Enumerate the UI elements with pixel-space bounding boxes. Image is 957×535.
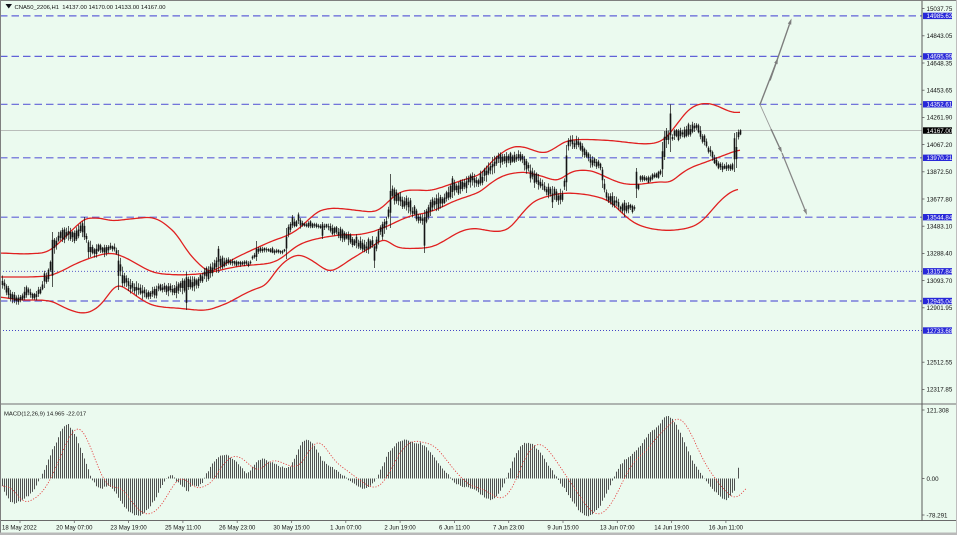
svg-text:2 Jun 19:00: 2 Jun 19:00 <box>384 526 416 532</box>
svg-text:16 Jun 11:00: 16 Jun 11:00 <box>709 526 744 532</box>
svg-text:14843.05: 14843.05 <box>927 33 953 40</box>
svg-text:14648.35: 14648.35 <box>927 60 953 67</box>
svg-text:13483.10: 13483.10 <box>927 224 953 231</box>
svg-text:12901.95: 12901.95 <box>927 305 953 312</box>
svg-text:12512.55: 12512.55 <box>927 360 953 367</box>
svg-text:121.308: 121.308 <box>927 407 950 414</box>
svg-text:0.00: 0.00 <box>927 476 940 483</box>
svg-text:30 May 15:00: 30 May 15:00 <box>273 526 310 532</box>
svg-text:14167.00: 14167.00 <box>927 128 953 135</box>
svg-text:23 May 19:00: 23 May 19:00 <box>110 526 147 532</box>
svg-text:1 Jun 07:00: 1 Jun 07:00 <box>330 526 362 532</box>
svg-text:20 May 07:00: 20 May 07:00 <box>56 526 93 532</box>
svg-text:14 Jun 19:00: 14 Jun 19:00 <box>654 526 689 532</box>
svg-text:13544.84: 13544.84 <box>927 215 953 222</box>
svg-text:13970.21: 13970.21 <box>927 155 953 162</box>
svg-text:12317.85: 12317.85 <box>927 387 953 394</box>
svg-text:12945.04: 12945.04 <box>927 298 953 305</box>
svg-text:26 May 23:00: 26 May 23:00 <box>219 526 256 532</box>
svg-text:15037.75: 15037.75 <box>927 6 953 13</box>
svg-text:13157.84: 13157.84 <box>927 269 953 276</box>
svg-text:6 Jun 11:00: 6 Jun 11:00 <box>439 526 471 532</box>
svg-text:CNA50_2206,H1 14137.00 14170.: CNA50_2206,H1 14137.00 14170.00 14133.00… <box>15 5 167 11</box>
svg-text:MACD(12,26,9) 14.965 -22.017: MACD(12,26,9) 14.965 -22.017 <box>4 412 86 418</box>
svg-text:25 May 11:00: 25 May 11:00 <box>165 526 202 532</box>
svg-text:13288.40: 13288.40 <box>927 251 953 258</box>
svg-text:13093.70: 13093.70 <box>927 278 953 285</box>
svg-text:13872.50: 13872.50 <box>927 169 953 176</box>
svg-text:18 May 2022: 18 May 2022 <box>2 526 37 532</box>
svg-text:12733.68: 12733.68 <box>927 328 953 335</box>
svg-text:7 Jun 23:00: 7 Jun 23:00 <box>493 526 525 532</box>
svg-text:-78.291: -78.291 <box>927 512 949 519</box>
svg-text:14453.65: 14453.65 <box>927 88 953 95</box>
svg-text:14352.61: 14352.61 <box>927 102 953 109</box>
svg-text:9 Jun 15:00: 9 Jun 15:00 <box>547 526 579 532</box>
svg-text:14261.90: 14261.90 <box>927 115 953 122</box>
svg-text:14985.62: 14985.62 <box>927 13 953 20</box>
svg-text:13677.80: 13677.80 <box>927 196 953 203</box>
svg-text:14695.99: 14695.99 <box>927 54 953 61</box>
svg-text:14067.20: 14067.20 <box>927 142 953 149</box>
svg-text:13 Jun 07:00: 13 Jun 07:00 <box>600 526 635 532</box>
